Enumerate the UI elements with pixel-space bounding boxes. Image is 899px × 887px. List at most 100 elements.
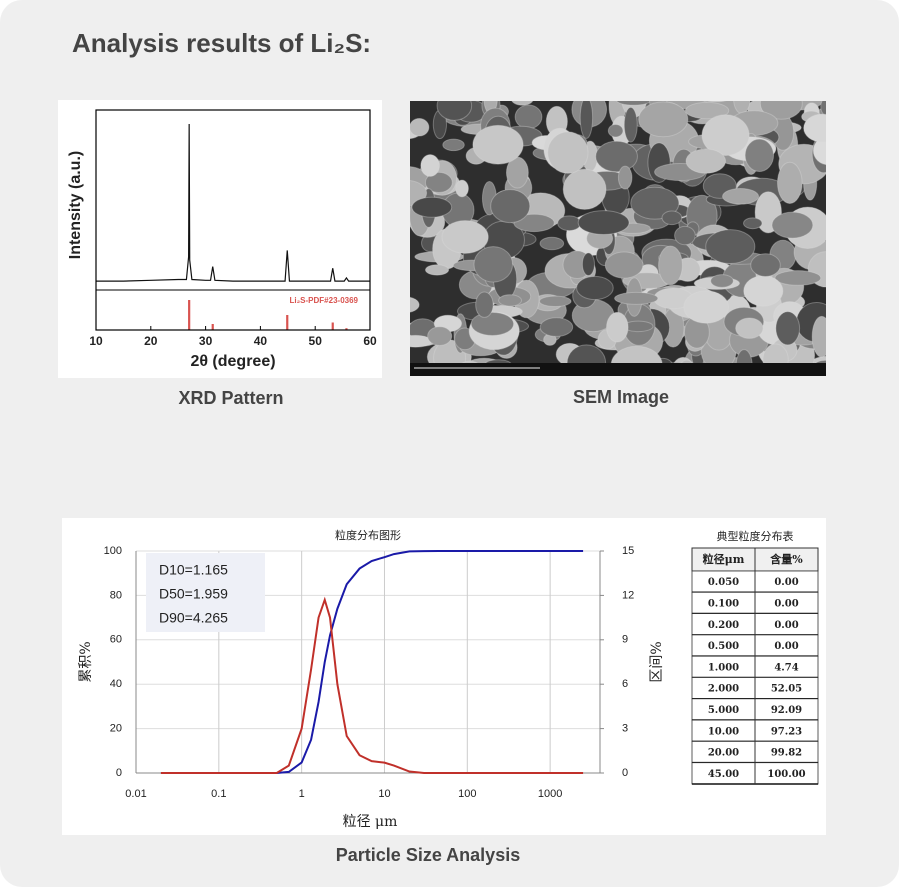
particle <box>472 124 524 165</box>
particle <box>661 210 683 226</box>
x-tick-label: 10 <box>89 334 103 348</box>
table-cell: 5.000 <box>708 705 739 716</box>
particle <box>623 106 638 143</box>
xrd-panel <box>58 100 382 378</box>
x-tick-label: 10 <box>378 788 390 800</box>
x-tick-label: 30 <box>199 334 213 348</box>
x-tick-label: 40 <box>254 334 268 348</box>
y2-tick-label: 6 <box>622 678 628 690</box>
particle <box>539 236 565 251</box>
y-tick-label: 40 <box>110 678 122 690</box>
particle <box>410 296 420 313</box>
particle <box>607 123 624 138</box>
y-tick-label: 20 <box>110 723 122 735</box>
particle <box>424 171 453 193</box>
particle <box>777 161 803 204</box>
particle <box>683 290 730 324</box>
table-cell: 0.00 <box>774 620 798 631</box>
y2-tick-label: 3 <box>622 723 628 735</box>
annotation: D50=1.959 <box>159 586 228 602</box>
table-title: 典型粒度分布表 <box>717 529 794 543</box>
y-tick-label: 0 <box>116 767 122 779</box>
y-tick-label: 100 <box>104 545 122 557</box>
particle <box>616 101 652 106</box>
x-tick-label: 50 <box>309 334 323 348</box>
table-cell: 92.09 <box>771 705 802 716</box>
caption: SEM Image <box>573 387 669 407</box>
table-cell: 52.05 <box>771 684 802 695</box>
x-tick-label: 60 <box>363 334 377 348</box>
x-tick-label: 1 <box>299 788 305 800</box>
particle <box>710 274 734 288</box>
x-tick-label: 0.01 <box>125 788 146 800</box>
particle <box>744 138 775 173</box>
particle <box>579 101 594 140</box>
table-cell: 45.00 <box>708 769 739 780</box>
table-cell: 0.050 <box>708 577 739 588</box>
reference-label: Li₂S-PDF#23-0369 <box>290 296 359 305</box>
y-axis-label: Intensity (a.u.) <box>67 151 84 259</box>
annotation: D90=4.265 <box>159 610 228 626</box>
data-line <box>160 596 584 774</box>
x-axis-label: 2θ (degree) <box>190 353 275 370</box>
particle <box>638 101 689 138</box>
particle <box>774 270 822 286</box>
particle <box>557 215 582 232</box>
table-cell: 10.00 <box>708 726 739 737</box>
particle <box>436 101 473 121</box>
table-cell: 0.100 <box>708 598 739 609</box>
x-tick-label: 20 <box>144 334 158 348</box>
particle <box>514 104 543 130</box>
particle <box>513 213 555 233</box>
particle <box>470 311 515 337</box>
table-cell: 0.200 <box>708 620 739 631</box>
page-title: Analysis results of Li₂S: <box>72 28 371 58</box>
particle <box>455 179 469 198</box>
particle <box>820 101 826 117</box>
particle <box>577 210 630 236</box>
particle <box>614 291 659 305</box>
particle <box>511 101 534 106</box>
y2-axis-label: 区间% <box>649 641 665 682</box>
particle <box>473 246 514 283</box>
y2-tick-label: 15 <box>622 545 634 557</box>
chart-title: 粒度分布图形 <box>335 528 401 542</box>
table-cell: 4.74 <box>774 662 798 673</box>
particle <box>722 187 760 205</box>
data-line <box>160 550 584 774</box>
particle <box>684 101 730 120</box>
particle <box>811 315 826 358</box>
annotation-box <box>146 553 265 632</box>
y2-tick-label: 9 <box>622 634 628 646</box>
table-cell: 99.82 <box>771 748 802 759</box>
caption: Particle Size Analysis <box>336 845 520 865</box>
y-tick-label: 80 <box>110 589 122 601</box>
particle <box>705 101 727 103</box>
table-cell: 0.500 <box>708 641 739 652</box>
particle <box>441 220 489 254</box>
table-cell: 97.23 <box>771 726 802 737</box>
particle <box>547 131 589 174</box>
particle <box>705 229 756 265</box>
table-cell: 20.00 <box>708 748 739 759</box>
particle <box>701 114 750 157</box>
table-cell: 1.000 <box>708 662 739 673</box>
particle <box>812 135 826 166</box>
particle <box>427 326 453 346</box>
particle <box>475 291 494 318</box>
y-tick-label: 60 <box>110 634 122 646</box>
particle <box>505 156 529 189</box>
particle <box>576 275 614 301</box>
y2-tick-label: 0 <box>622 767 628 779</box>
particle <box>658 245 683 286</box>
particle <box>750 253 781 277</box>
particle <box>771 211 814 239</box>
annotation: D10=1.165 <box>159 562 228 578</box>
y-axis-label: 累积% <box>78 641 94 682</box>
particle <box>424 264 450 276</box>
particle <box>411 196 453 218</box>
info-bar <box>410 363 826 376</box>
particle <box>538 295 572 308</box>
plot-frame <box>95 109 371 331</box>
